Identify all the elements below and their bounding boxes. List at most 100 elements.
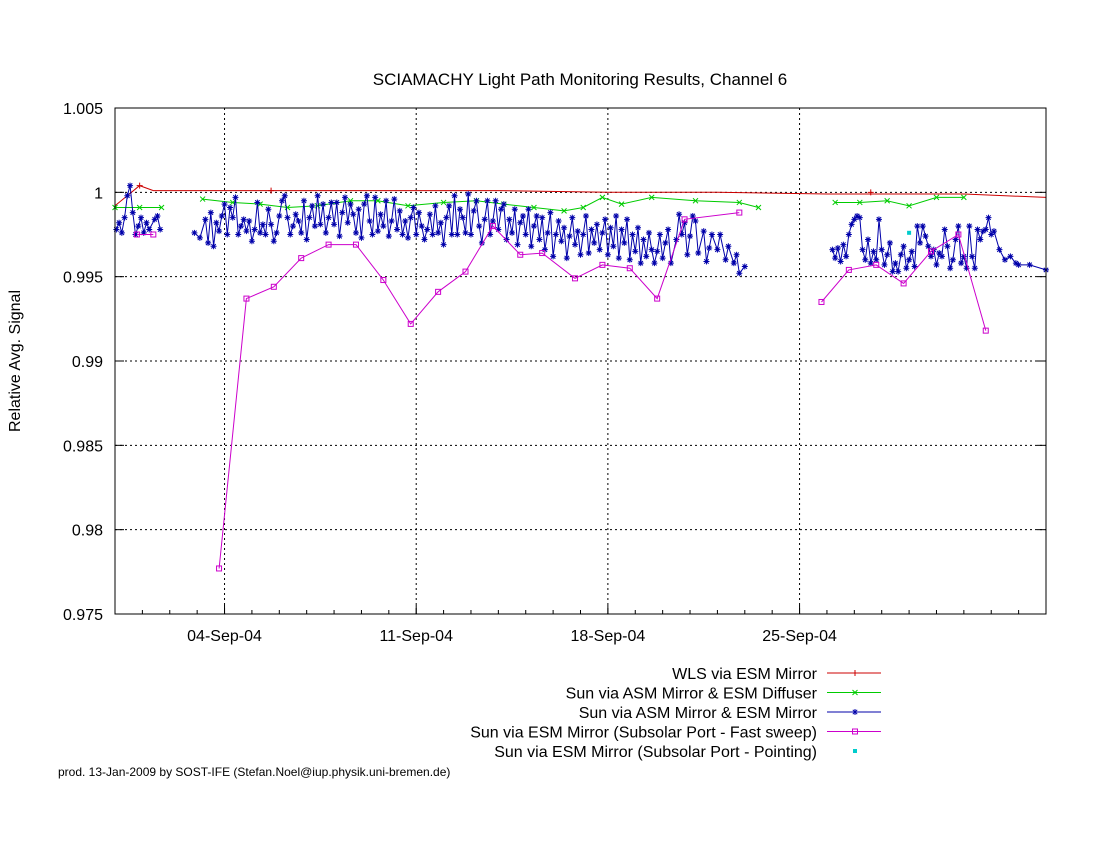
data-point (736, 199, 743, 206)
data-point (116, 219, 123, 226)
data-point (955, 231, 962, 238)
data-point (314, 192, 321, 199)
data-point (561, 224, 568, 231)
data-point (243, 228, 250, 235)
axes: 0.975 0.98 0.985 0.99 0.995 1 1.005 04-Sep-04 11… (63, 101, 1047, 645)
data-point (834, 244, 841, 251)
data-point (536, 236, 543, 243)
data-point (659, 255, 666, 262)
data-point (476, 223, 483, 230)
grid-lines (115, 108, 1046, 614)
data-point (897, 251, 904, 258)
y-tick-label: 0.985 (63, 438, 103, 455)
data-point (569, 214, 576, 221)
data-point (465, 191, 472, 198)
data-point (492, 197, 499, 204)
data-point (845, 266, 852, 273)
data-point (687, 233, 694, 240)
data-point (645, 229, 652, 236)
data-point (121, 214, 128, 221)
series-2 (112, 194, 967, 214)
data-point (451, 192, 458, 199)
data-point (544, 229, 551, 236)
data-point (435, 288, 442, 295)
series-line (821, 233, 987, 331)
data-point (462, 268, 469, 275)
data-point (900, 243, 907, 250)
data-point (985, 214, 992, 221)
data-point (487, 231, 494, 238)
data-point (388, 218, 395, 225)
data-point (539, 250, 546, 257)
data-point (503, 236, 510, 243)
data-point (352, 241, 359, 248)
data-point (591, 239, 598, 246)
data-point (426, 211, 433, 218)
data-point (377, 211, 384, 218)
data-point (358, 234, 365, 241)
data-point (254, 199, 261, 206)
data-point (952, 236, 959, 243)
data-point (708, 231, 715, 238)
series-5 (907, 230, 912, 235)
data-point (947, 265, 954, 272)
data-point (325, 241, 332, 248)
data-point (470, 207, 477, 214)
data-point (927, 248, 934, 255)
data-point (854, 212, 861, 219)
data-point (514, 241, 521, 248)
data-point (213, 219, 220, 226)
data-point (933, 194, 940, 201)
data-point (892, 260, 899, 267)
data-point (374, 228, 381, 235)
data-point (413, 231, 420, 238)
data-point (689, 212, 696, 219)
data-point (572, 275, 579, 282)
data-point (322, 229, 329, 236)
data-point (922, 233, 929, 240)
data-point (216, 228, 223, 235)
data-point (552, 231, 559, 238)
data-point (481, 216, 488, 223)
data-point (717, 231, 724, 238)
data-point (415, 209, 422, 216)
data-point (265, 206, 272, 213)
data-point (303, 236, 310, 243)
data-point (654, 248, 661, 255)
data-point (884, 251, 891, 258)
data-point (681, 219, 688, 226)
y-tick-label: 0.995 (63, 270, 103, 287)
data-point (618, 201, 625, 207)
data-point (509, 229, 516, 236)
data-point (714, 246, 721, 253)
data-point (1001, 256, 1008, 263)
data-point (248, 238, 255, 245)
data-point (268, 221, 275, 228)
x-tick-label: 04-Sep-04 (187, 628, 262, 645)
data-point (648, 194, 655, 201)
data-point (473, 197, 480, 204)
data-point (933, 261, 940, 268)
data-point (405, 202, 411, 209)
data-point (511, 206, 518, 213)
data-point (317, 221, 324, 228)
plot-series (112, 182, 1049, 572)
data-point (741, 263, 748, 270)
data-point (440, 199, 447, 206)
data-point (990, 228, 997, 235)
data-point (331, 221, 338, 228)
data-point (281, 192, 288, 199)
data-point (963, 265, 970, 272)
data-point (722, 256, 729, 263)
y-tick-label: 1 (94, 185, 103, 202)
data-point (736, 270, 743, 277)
data-point (383, 197, 390, 204)
data-point (191, 229, 198, 236)
data-point (840, 241, 847, 248)
data-point (873, 256, 880, 263)
data-point (437, 219, 444, 226)
data-point (407, 320, 414, 327)
data-point (971, 265, 978, 272)
series-line (114, 185, 1047, 207)
y-tick-label: 1.005 (63, 101, 103, 118)
